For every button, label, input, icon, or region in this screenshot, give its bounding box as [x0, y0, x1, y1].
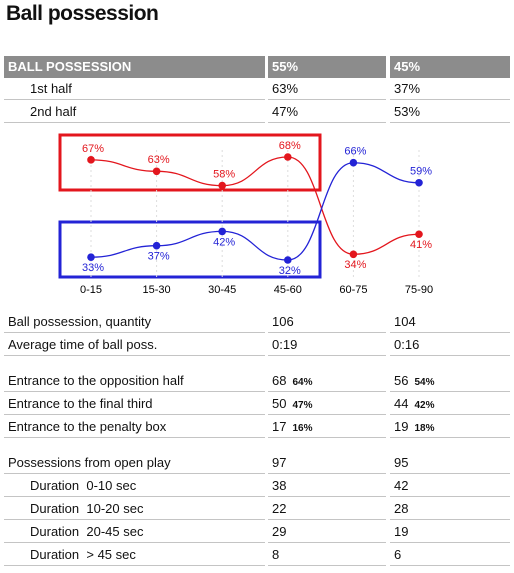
highlight-box [58, 133, 322, 192]
row-value: 47% [268, 101, 386, 123]
row-label: Duration 10-20 sec [4, 498, 265, 520]
row-label: 1st half [4, 78, 265, 100]
data-point [87, 156, 95, 164]
row-label: Duration 0-10 sec [4, 475, 265, 497]
row-label: Entrance to the penalty box [4, 416, 265, 438]
row-value: 56 54% [390, 370, 510, 392]
series-line [90, 162, 420, 261]
data-point [284, 153, 292, 161]
x-tick-label: 75-90 [405, 284, 433, 296]
x-tick-label: 60-75 [339, 284, 367, 296]
data-point [87, 253, 95, 261]
row-value: 97 [268, 452, 386, 474]
header-cell: BALL POSSESSION [4, 56, 265, 78]
row-value: 53% [390, 101, 510, 123]
data-label: 58% [213, 169, 235, 181]
row-value: 0:16 [390, 334, 510, 356]
share: 18% [414, 423, 435, 434]
share: 64% [292, 377, 313, 388]
header-cell: 45% [390, 56, 510, 78]
data-label: 41% [410, 239, 432, 251]
count: 17 [272, 419, 287, 434]
row-value: 44 42% [390, 393, 510, 415]
data-point [349, 158, 358, 167]
data-point [152, 167, 161, 176]
data-point [284, 256, 292, 264]
row-label: Entrance to the final third [4, 393, 265, 415]
row-value: 6 [390, 544, 510, 566]
data-point [218, 227, 226, 236]
count: 19 [394, 419, 409, 434]
count: 44 [394, 396, 409, 411]
row-value: 8 [268, 544, 386, 566]
series-line [90, 156, 420, 255]
row-label: Possessions from open play [4, 452, 265, 474]
x-tick-label: 0-15 [80, 284, 102, 296]
data-label: 68% [279, 140, 301, 152]
data-label: 59% [410, 166, 432, 178]
row-value: 28 [390, 498, 510, 520]
header-cell: 55% [268, 56, 386, 78]
row-value: 0:19 [268, 334, 386, 356]
count: 68 [272, 373, 287, 388]
data-label: 66% [344, 146, 366, 158]
count: 56 [394, 373, 409, 388]
row-value: 38 [268, 475, 386, 497]
possession-chart: 0-15 15-30 30-45 45-60 60-75 75-90 67% 63% 58% 68… [58, 133, 433, 296]
share: 54% [414, 377, 435, 388]
x-tick-label: 15-30 [143, 284, 171, 296]
row-value: 19 18% [390, 416, 510, 438]
data-label: 67% [82, 143, 104, 155]
data-point [349, 250, 358, 259]
share: 47% [292, 400, 313, 411]
row-value: 106 [268, 311, 386, 333]
row-value: 104 [390, 311, 510, 333]
row-value: 17 16% [268, 416, 386, 438]
data-point [152, 241, 161, 250]
page-title: Ball possession [6, 2, 159, 25]
row-value: 95 [390, 452, 510, 474]
highlight-box [58, 220, 322, 279]
data-label: 33% [82, 262, 104, 274]
row-value: 68 64% [268, 370, 386, 392]
x-tick-label: 45-60 [274, 284, 302, 296]
row-value: 22 [268, 498, 386, 520]
row-value: 29 [268, 521, 386, 543]
row-value: 37% [390, 78, 510, 100]
data-point [415, 178, 423, 187]
row-label: Average time of ball poss. [4, 334, 265, 356]
share: 42% [414, 400, 435, 411]
row-value: 50 47% [268, 393, 386, 415]
count: 50 [272, 396, 287, 411]
row-label: Ball possession, quantity [4, 311, 265, 333]
data-point [415, 230, 423, 239]
row-value: 42 [390, 475, 510, 497]
row-value: 19 [390, 521, 510, 543]
row-label: Duration > 45 sec [4, 544, 265, 566]
data-label: 34% [344, 259, 366, 271]
row-value: 63% [268, 78, 386, 100]
x-tick-label: 30-45 [208, 284, 236, 296]
row-label: 2nd half [4, 101, 265, 123]
data-label: 37% [148, 251, 170, 263]
data-point [218, 181, 226, 190]
data-label: 32% [279, 265, 301, 277]
data-label: 42% [213, 236, 235, 248]
data-label: 63% [148, 154, 170, 166]
row-label: Entrance to the opposition half [4, 370, 265, 392]
share: 16% [292, 423, 313, 434]
row-label: Duration 20-45 sec [4, 521, 265, 543]
